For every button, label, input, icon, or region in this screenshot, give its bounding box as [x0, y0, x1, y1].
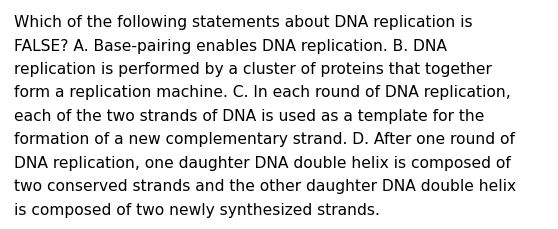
Text: FALSE? A. Base-pairing enables DNA replication. B. DNA: FALSE? A. Base-pairing enables DNA repli… — [14, 38, 447, 53]
Text: DNA replication, one daughter DNA double helix is composed of: DNA replication, one daughter DNA double… — [14, 155, 511, 170]
Text: formation of a new complementary strand. D. After one round of: formation of a new complementary strand.… — [14, 132, 515, 147]
Text: form a replication machine. C. In each round of DNA replication,: form a replication machine. C. In each r… — [14, 85, 511, 100]
Text: two conserved strands and the other daughter DNA double helix: two conserved strands and the other daug… — [14, 179, 516, 194]
Text: Which of the following statements about DNA replication is: Which of the following statements about … — [14, 15, 473, 30]
Text: is composed of two newly synthesized strands.: is composed of two newly synthesized str… — [14, 202, 380, 217]
Text: replication is performed by a cluster of proteins that together: replication is performed by a cluster of… — [14, 62, 492, 77]
Text: each of the two strands of DNA is used as a template for the: each of the two strands of DNA is used a… — [14, 109, 484, 123]
